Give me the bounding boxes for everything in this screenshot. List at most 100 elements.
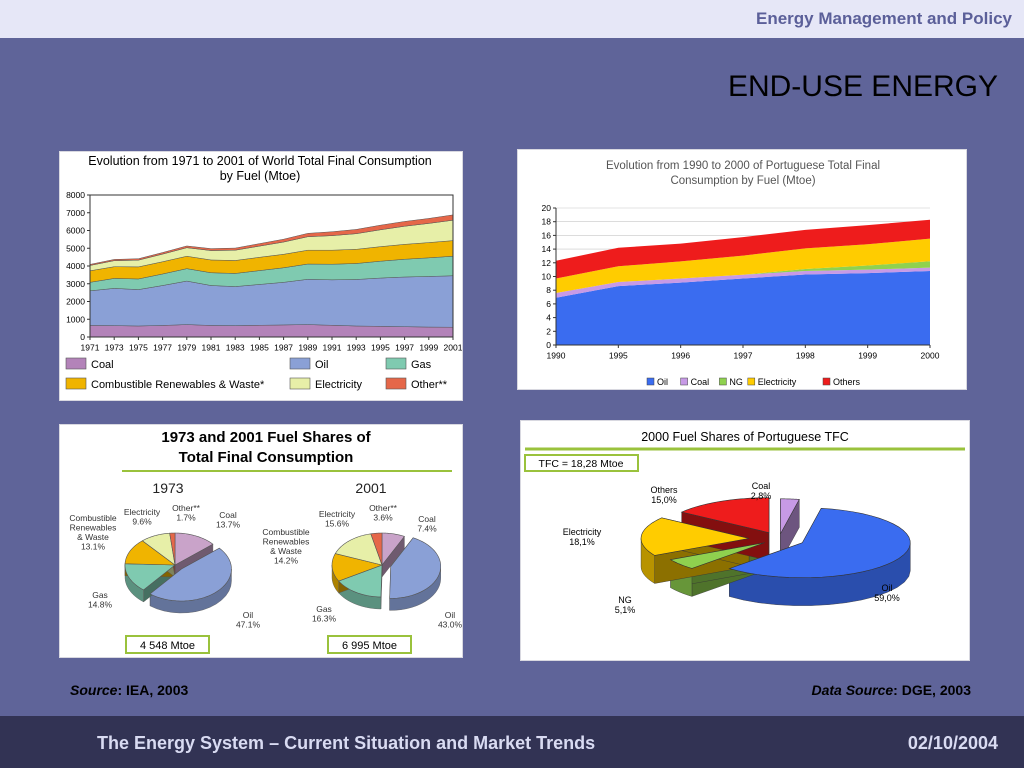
pie-year-label: 1973: [152, 480, 183, 496]
x-tick-label: 1999: [419, 343, 438, 353]
slice-label-line: 47.1%: [236, 620, 261, 630]
y-tick-label: 0: [546, 340, 551, 350]
legend-label-electricity: Electricity: [758, 377, 797, 387]
slice-label-line: Other**: [172, 503, 201, 513]
pie-slice-coal: [381, 532, 405, 566]
pie-total-box: [327, 635, 412, 654]
world-fuel-shares-pie-chart: 1973 and 2001 Fuel Shares of Total Final …: [59, 424, 463, 658]
pie-slice-electricity: [334, 533, 383, 566]
x-tick-label: 1979: [177, 343, 196, 353]
pie-slice-gas: [124, 563, 176, 591]
plot-frame: [89, 194, 454, 338]
pie-slice-renewables: [331, 553, 384, 582]
slice-label-renewables: Combustible Renewables & Waste 13.1%: [69, 513, 117, 552]
source-note-right: Data Source: DGE, 2003: [811, 682, 971, 698]
slice-label-line: Combustible: [69, 513, 117, 523]
slice-label-line: & Waste: [77, 532, 109, 542]
legend-swatch-coal: [680, 377, 688, 386]
pie-slice-oil: [389, 537, 442, 599]
x-tick-label: 1998: [796, 351, 815, 361]
pie-slice-others: [680, 497, 770, 534]
slice-label-line: 13.1%: [81, 542, 106, 552]
pie-slice-gas: [338, 564, 383, 598]
slice-label-line: Coal: [219, 510, 237, 520]
legend-swatch-ng: [719, 377, 727, 386]
slice-label-others: Others 15,0%: [650, 485, 678, 505]
slice-label-line: Oil: [882, 583, 893, 593]
y-tick-label: 6: [546, 299, 551, 309]
legend-swatch-electricity: [747, 377, 756, 386]
pie-total-label: 4 548 Mtoe: [140, 640, 195, 652]
x-tick-label: 1990: [547, 351, 566, 361]
slice-label-line: Oil: [445, 610, 456, 620]
total-label: TFC = 18,28 Mtoe: [539, 458, 624, 470]
pie-total-label: 6 995 Mtoe: [342, 640, 397, 652]
chart-title-line: 1973 and 2001 Fuel Shares of: [161, 429, 371, 446]
slide-title: END-USE ENERGY: [727, 70, 998, 103]
source-note-left: Source: IEA, 2003: [70, 682, 188, 698]
footer-date: 02/10/2004: [907, 733, 998, 753]
slice-label-line: 15,0%: [651, 495, 677, 505]
legend-label-ng: NG: [729, 377, 743, 387]
world-tfc-area-chart: Evolution from 1971 to 2001 of World Tot…: [59, 151, 463, 401]
series-area-ng: [556, 261, 930, 293]
slice-label-line: 59,0%: [874, 593, 900, 603]
slice-label-line: Other**: [369, 503, 398, 513]
slice-label-line: 9.6%: [132, 517, 152, 527]
legend-swatch-others: [822, 377, 831, 386]
slice-label-renewables: Combustible Renewables & Waste 14.2%: [262, 527, 310, 566]
slice-label-oil: Oil 59,0%: [874, 583, 900, 603]
y-tick-label: 1000: [66, 314, 85, 324]
slice-label-line: 7.4%: [417, 524, 437, 534]
slice-label-line: 14.8%: [88, 600, 113, 610]
footer-title: The Energy System – Current Situation an…: [97, 733, 596, 753]
slice-label-line: Gas: [92, 590, 108, 600]
slice-label-oil: Oil 43.0%: [438, 610, 463, 630]
x-tick-label: 1971: [81, 343, 100, 353]
source-value: : IEA, 2003: [117, 682, 189, 698]
slice-label-line: 2,8%: [751, 491, 772, 501]
slice-label-oil: Oil 47.1%: [236, 610, 261, 630]
y-tick-label: 14: [542, 244, 552, 254]
slice-label-electricity: Electricity 18,1%: [563, 527, 602, 547]
legend-label-combustible-renewables-waste: Combustible Renewables & Waste*: [91, 379, 265, 391]
pie-slice-oil: [149, 547, 232, 602]
legend-swatch-combustible-renewables-waste: [65, 377, 87, 390]
slice-label-line: 13.7%: [216, 520, 241, 530]
series-area-oil: [556, 271, 930, 345]
y-tick-label: 10: [542, 272, 552, 282]
x-tick-label: 1995: [371, 343, 390, 353]
x-tick-label: 1991: [323, 343, 342, 353]
slice-label-other: Other** 1.7%: [172, 503, 201, 523]
slice-label-line: Oil: [243, 610, 254, 620]
legend-label-electricity: Electricity: [315, 379, 363, 391]
slice-label-line: & Waste: [270, 546, 302, 556]
series-area-others: [556, 219, 930, 279]
slice-label-ng: NG 5,1%: [615, 595, 636, 615]
y-tick-label: 6000: [66, 226, 85, 236]
pie-slice-electricity: [640, 517, 750, 556]
slice-label-line: Gas: [316, 604, 332, 614]
portugal-fuel-shares-pie-chart: 2000 Fuel Shares of Portuguese TFC TFC = …: [520, 420, 970, 661]
pie-year-label: 2001: [355, 480, 386, 496]
legend-label-coal: Coal: [691, 377, 710, 387]
slice-label-gas: Gas 14.8%: [88, 590, 113, 610]
slice-label-other: Other** 3.6%: [369, 503, 398, 523]
series-area-electricity: [556, 238, 930, 293]
slice-label-line: Coal: [752, 481, 771, 491]
pie-slice-other: [169, 532, 176, 566]
chart-title-line: Total Final Consumption: [179, 449, 354, 466]
legend-label-others: Others: [833, 377, 861, 387]
pie-slice-coal: [780, 498, 800, 534]
chart-title-line: Consumption by Fuel (Mtoe): [670, 175, 815, 187]
legend-swatch-oil: [646, 377, 655, 386]
slice-label-line: Others: [650, 485, 678, 495]
pie-slice-oil: [728, 507, 911, 579]
legend-swatch-oil: [289, 357, 311, 370]
slice-label-line: 3.6%: [373, 513, 393, 523]
world-fuel-shares-svg: 1973 and 2001 Fuel Shares of Total Final …: [69, 429, 463, 654]
chart-title-line: Evolution from 1971 to 2001 of World Tot…: [88, 154, 432, 168]
data-source-label: Data Source: [811, 682, 894, 698]
slice-label-line: 5,1%: [615, 605, 636, 615]
y-tick-label: 20: [542, 203, 552, 213]
